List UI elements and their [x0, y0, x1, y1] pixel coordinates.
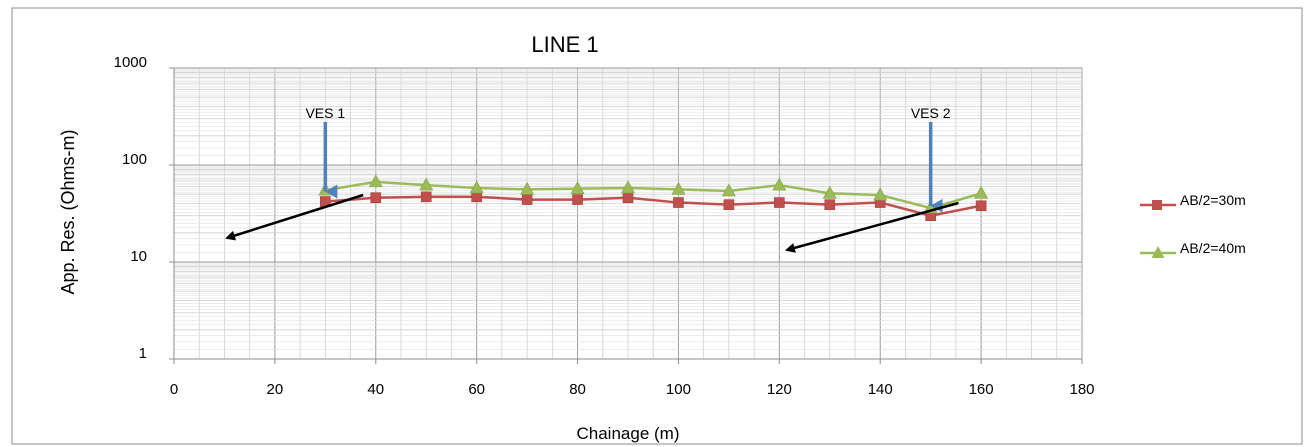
data-point-triangle: [822, 185, 837, 199]
x-tick-label: 120: [767, 381, 792, 398]
data-point-triangle: [520, 181, 535, 195]
data-point-square: [824, 199, 836, 210]
annotation-label: VES 2: [911, 105, 951, 121]
y-tick-label: 1: [139, 345, 147, 362]
x-tick-label: 100: [666, 381, 691, 398]
y-tick-label: 10: [130, 248, 147, 265]
data-point-triangle: [721, 183, 736, 197]
y-axis-label: App. Res. (Ohms-m): [58, 129, 78, 294]
chart-title: LINE 1: [531, 32, 598, 57]
legend-label: AB/2=40m: [1180, 240, 1246, 256]
data-point-square: [572, 194, 583, 205]
data-point-square: [370, 192, 382, 204]
data-point-triangle: [671, 181, 686, 195]
legend-marker-triangle: [1151, 246, 1165, 258]
x-tick-label: 0: [170, 381, 178, 398]
y-tick-label: 100: [122, 151, 147, 168]
series-line: [325, 195, 982, 218]
chart-border: [11, 7, 1303, 445]
data-point-triangle: [974, 185, 989, 199]
data-point-square: [420, 191, 432, 203]
data-point-triangle: [368, 174, 383, 188]
data-point-triangle: [620, 180, 636, 194]
x-tick-label: 180: [1069, 381, 1094, 398]
pointer-arrow: [784, 201, 959, 253]
x-tick-label: 80: [569, 381, 586, 398]
data-point-triangle: [469, 180, 484, 194]
axes: 0 20 40 60 80 100 120 140 160 180 1 10 100 1000: [114, 54, 1095, 398]
data-point-square: [622, 192, 634, 204]
data-point-square: [673, 197, 684, 208]
data-point-triangle: [419, 177, 434, 191]
data-point-triangle: [772, 177, 787, 191]
data-point-triangle: [570, 181, 585, 194]
series-line: [325, 180, 982, 210]
data-point-square: [521, 194, 533, 205]
data-point-square: [975, 200, 987, 212]
data-point-square: [723, 199, 735, 210]
x-tick-label: 40: [367, 381, 384, 398]
data-point-square: [471, 191, 482, 203]
y-tick-label: 1000: [114, 54, 147, 71]
legend: AB/2=30m AB/2=40m: [1140, 192, 1246, 258]
x-tick-label: 20: [267, 381, 284, 398]
x-axis-label: Chainage (m): [577, 424, 680, 443]
legend-label: AB/2=30m: [1180, 192, 1246, 208]
data-point-square: [774, 197, 785, 208]
annotations: VES 1 VES 2: [225, 105, 959, 253]
pointer-arrow: [225, 193, 364, 241]
x-tick-label: 140: [868, 381, 893, 398]
annotation-label: VES 1: [305, 105, 345, 121]
data-point-triangle: [873, 187, 888, 201]
x-tick-label: 60: [468, 381, 485, 398]
legend-marker-square: [1152, 200, 1162, 210]
x-tick-label: 160: [969, 381, 994, 398]
plot-series: [318, 174, 989, 222]
